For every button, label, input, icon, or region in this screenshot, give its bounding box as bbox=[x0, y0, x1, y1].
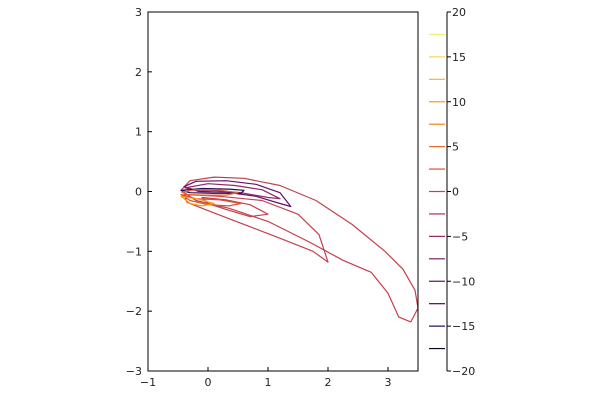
x-tick-label: −1 bbox=[140, 376, 156, 389]
colorbar-tick-label: 20 bbox=[452, 6, 466, 19]
x-axis-ticks: −1 0 1 2 3 bbox=[140, 367, 392, 389]
colorbar-tick-label: −5 bbox=[452, 230, 468, 243]
contour-line-3 bbox=[183, 180, 292, 208]
colorbar-tick-label: −15 bbox=[452, 320, 475, 333]
colorbar-tick-label: −20 bbox=[452, 365, 475, 378]
x-tick-label: 2 bbox=[325, 376, 332, 389]
y-tick-label: 0 bbox=[135, 186, 142, 199]
x-tick-label: 0 bbox=[205, 376, 212, 389]
contour-lines bbox=[180, 176, 418, 323]
contour-line-6 bbox=[180, 195, 215, 207]
y-tick-label: 1 bbox=[135, 126, 142, 139]
colorbar: −20 −15 −10 −5 0 5 10 15 20 bbox=[429, 6, 475, 378]
y-tick-label: −2 bbox=[126, 305, 142, 318]
y-tick-label: 2 bbox=[135, 66, 142, 79]
x-tick-label: 3 bbox=[385, 376, 392, 389]
y-axis-ticks: −3 −2 −1 0 1 2 3 bbox=[126, 6, 152, 378]
colorbar-tick-label: 5 bbox=[452, 141, 459, 154]
colorbar-tick-label: −10 bbox=[452, 275, 475, 288]
contour-line-1 bbox=[183, 193, 329, 263]
x-tick-label: 1 bbox=[265, 376, 272, 389]
contour-line-5 bbox=[180, 193, 242, 207]
colorbar-tick-label: 10 bbox=[452, 96, 466, 109]
colorbar-tick-label: 0 bbox=[452, 186, 459, 199]
contour-line-7 bbox=[180, 187, 245, 194]
contour-line-0 bbox=[180, 176, 418, 323]
y-tick-label: −1 bbox=[126, 245, 142, 258]
y-tick-label: −3 bbox=[126, 365, 142, 378]
contour-line-8 bbox=[181, 189, 239, 196]
y-tick-label: 3 bbox=[135, 6, 142, 19]
colorbar-tick-label: 15 bbox=[452, 51, 466, 64]
